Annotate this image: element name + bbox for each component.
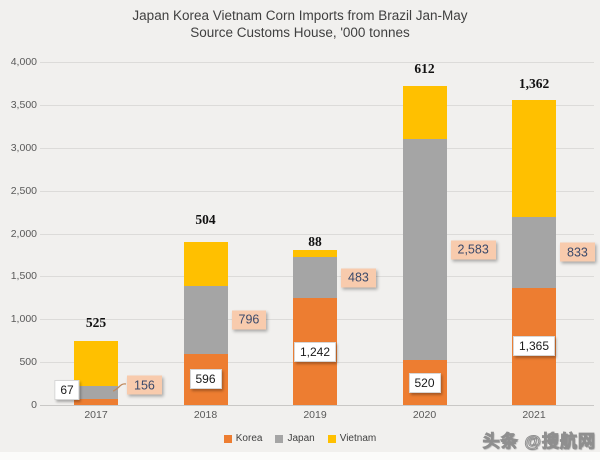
bottom-strip bbox=[0, 452, 600, 460]
bar-2018-japan-segment bbox=[183, 285, 228, 354]
chart-title: Japan Korea Vietnam Corn Imports from Br… bbox=[0, 7, 600, 41]
callout-line-2017-japan bbox=[113, 383, 127, 392]
japan-label-2018: 796 bbox=[231, 310, 267, 330]
japan-label-2019: 483 bbox=[341, 268, 376, 288]
gridline-3,000 bbox=[40, 147, 594, 149]
bar-2017-japan-segment bbox=[74, 385, 118, 400]
y-axis-label: 500 bbox=[19, 356, 37, 369]
y-axis-label: 4,000 bbox=[10, 56, 37, 68]
korea-label-2018: 596 bbox=[189, 369, 222, 390]
gridline-3,500 bbox=[40, 104, 594, 106]
chart-title-line1: Japan Korea Vietnam Corn Imports from Br… bbox=[132, 8, 468, 23]
bar-2018-vietnam-segment bbox=[183, 242, 228, 286]
korea-label-2019: 1,242 bbox=[293, 341, 337, 362]
legend-swatch-japan bbox=[275, 434, 284, 443]
x-axis-label-2017: 2017 bbox=[84, 409, 108, 421]
y-axis-label: 3,500 bbox=[10, 98, 37, 111]
y-axis-label: 2,000 bbox=[10, 227, 37, 240]
japan-label-2017: 156 bbox=[127, 375, 162, 395]
korea-label-2021: 1,365 bbox=[512, 336, 556, 357]
vietnam-label-2021: 1,362 bbox=[518, 75, 550, 91]
bar-2017-korea-segment bbox=[74, 399, 118, 405]
x-axis-label-2020: 2020 bbox=[412, 409, 437, 421]
y-axis-label: 1,500 bbox=[10, 270, 37, 283]
x-axis-label-2018: 2018 bbox=[193, 409, 218, 421]
japan-label-2021: 833 bbox=[560, 242, 595, 262]
y-axis-label: 3,000 bbox=[10, 141, 37, 154]
legend-label-korea: Korea bbox=[235, 433, 263, 444]
bar-2019-vietnam-segment bbox=[293, 249, 337, 258]
chart-title-line2: Source Customs House, '000 tonnes bbox=[190, 25, 410, 40]
korea-label-2020: 520 bbox=[408, 372, 441, 393]
legend-label-vietnam: Vietnam bbox=[339, 433, 377, 444]
legend-item-korea: Korea bbox=[223, 433, 263, 444]
legend-label-japan: Japan bbox=[287, 433, 315, 444]
legend-item-vietnam: Vietnam bbox=[327, 433, 377, 444]
y-axis-label: 0 bbox=[31, 399, 37, 411]
watermark: 头条 @搜航网 bbox=[482, 432, 596, 452]
bar-2020-japan-segment bbox=[402, 138, 447, 361]
x-axis-label-2021: 2021 bbox=[522, 409, 546, 421]
vietnam-label-2019: 88 bbox=[308, 233, 322, 249]
gridline-2,500 bbox=[40, 190, 594, 192]
vietnam-label-2017: 525 bbox=[85, 314, 107, 330]
japan-label-2020: 2,583 bbox=[450, 240, 496, 260]
bar-2019-japan-segment bbox=[293, 257, 337, 299]
bar-2021-japan-segment bbox=[512, 216, 556, 288]
y-axis-label: 1,000 bbox=[10, 313, 37, 326]
y-axis-label: 2,500 bbox=[10, 184, 37, 197]
legend-item-japan: Japan bbox=[275, 433, 315, 444]
x-axis-label-2019: 2019 bbox=[303, 409, 327, 421]
vietnam-label-2020: 612 bbox=[414, 61, 435, 77]
legend: Korea Japan Vietnam bbox=[0, 433, 600, 444]
bar-2020-vietnam-segment bbox=[402, 86, 447, 139]
vietnam-label-2018: 504 bbox=[195, 212, 216, 228]
legend-swatch-korea bbox=[223, 434, 232, 443]
korea-label-2017: 67 bbox=[54, 380, 80, 400]
legend-swatch-vietnam bbox=[327, 434, 336, 443]
gridline-0 bbox=[40, 405, 594, 406]
bar-2017-vietnam-segment bbox=[74, 340, 118, 386]
bar-2021-vietnam-segment bbox=[512, 99, 556, 217]
gridline-2,000 bbox=[40, 233, 594, 235]
gridline-4,000 bbox=[40, 62, 594, 63]
